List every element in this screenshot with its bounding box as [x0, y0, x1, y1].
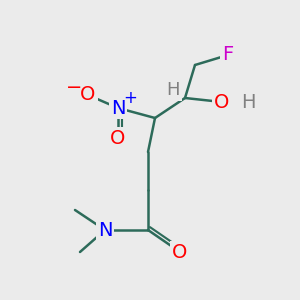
Text: N: N	[98, 220, 112, 239]
Text: N: N	[111, 98, 125, 118]
Text: H: H	[166, 81, 180, 99]
Text: O: O	[214, 92, 230, 112]
Text: −: −	[66, 77, 82, 97]
Text: F: F	[222, 46, 234, 64]
Text: H: H	[241, 92, 255, 112]
Text: O: O	[110, 128, 126, 148]
Text: O: O	[80, 85, 96, 104]
Text: +: +	[123, 89, 137, 107]
Text: O: O	[172, 242, 188, 262]
